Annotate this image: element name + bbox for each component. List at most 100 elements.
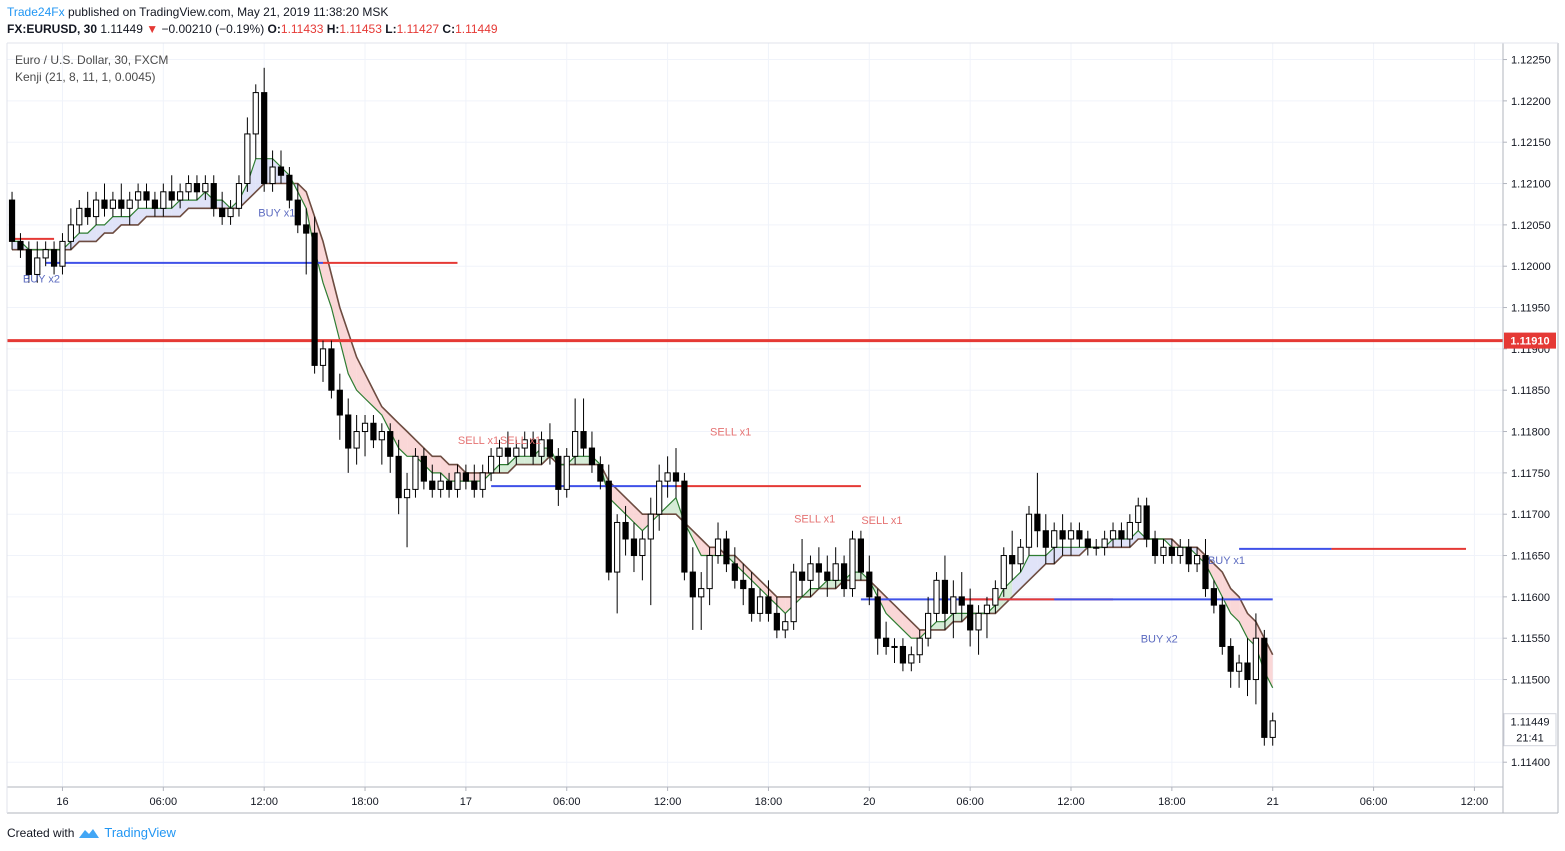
candle[interactable]	[202, 175, 209, 201]
candle[interactable]	[109, 191, 117, 217]
candle[interactable]	[622, 505, 629, 556]
candle[interactable]	[84, 191, 91, 225]
candle[interactable]	[563, 448, 570, 498]
candle[interactable]	[42, 241, 49, 267]
candle[interactable]	[1235, 654, 1243, 688]
candle[interactable]	[462, 464, 469, 490]
candle[interactable]	[261, 67, 268, 192]
candle[interactable]	[983, 596, 991, 639]
candle[interactable]	[790, 563, 797, 630]
candle[interactable]	[101, 183, 108, 217]
candle[interactable]	[185, 175, 192, 201]
candle[interactable]	[336, 373, 343, 440]
candle[interactable]	[471, 464, 478, 498]
candle[interactable]	[706, 547, 713, 606]
candle[interactable]	[698, 572, 705, 630]
candle[interactable]	[412, 448, 419, 498]
candle[interactable]	[219, 191, 226, 225]
candle[interactable]	[118, 183, 125, 217]
candles[interactable]	[8, 67, 1276, 746]
candle[interactable]	[555, 448, 562, 506]
candle[interactable]	[647, 497, 654, 606]
candle[interactable]	[361, 415, 369, 457]
candle[interactable]	[824, 555, 831, 597]
candle[interactable]	[1009, 530, 1016, 581]
candle[interactable]	[1244, 638, 1251, 697]
candle[interactable]	[1042, 514, 1049, 564]
candle[interactable]	[1101, 530, 1108, 556]
candle[interactable]	[1025, 505, 1033, 556]
candle[interactable]	[353, 415, 360, 465]
candle[interactable]	[328, 340, 335, 399]
candle[interactable]	[1135, 497, 1142, 531]
candle[interactable]	[235, 175, 243, 217]
candle[interactable]	[1168, 539, 1175, 564]
candle[interactable]	[546, 423, 554, 465]
candle[interactable]	[1143, 497, 1150, 548]
candle[interactable]	[1051, 522, 1058, 564]
candle[interactable]	[1126, 514, 1133, 548]
candle[interactable]	[664, 456, 671, 498]
candle[interactable]	[1067, 522, 1075, 556]
candle[interactable]	[294, 183, 301, 234]
candle[interactable]	[429, 464, 436, 498]
candle[interactable]	[143, 183, 150, 209]
candle[interactable]	[681, 472, 688, 581]
candle[interactable]	[908, 646, 915, 672]
candle[interactable]	[925, 596, 932, 647]
candle[interactable]	[773, 596, 780, 639]
candle[interactable]	[630, 522, 638, 573]
candle[interactable]	[614, 514, 621, 614]
candle[interactable]	[395, 439, 402, 515]
candle[interactable]	[832, 547, 839, 589]
candle[interactable]	[807, 555, 814, 597]
candle[interactable]	[8, 191, 16, 250]
candle[interactable]	[1000, 547, 1007, 597]
candle[interactable]	[1160, 539, 1167, 564]
candle[interactable]	[277, 150, 285, 184]
candle[interactable]	[723, 530, 730, 573]
candle[interactable]	[513, 439, 520, 465]
candle[interactable]	[656, 464, 663, 531]
candle[interactable]	[387, 423, 394, 473]
candle[interactable]	[1017, 539, 1024, 573]
candle[interactable]	[941, 555, 949, 630]
candle[interactable]	[1193, 547, 1201, 573]
candle[interactable]	[59, 233, 66, 275]
candle[interactable]	[916, 629, 923, 663]
candle[interactable]	[933, 572, 940, 622]
candle[interactable]	[740, 563, 747, 606]
candle[interactable]	[958, 572, 965, 622]
candle[interactable]	[975, 605, 982, 655]
candle[interactable]	[1118, 522, 1125, 548]
candle[interactable]	[672, 448, 680, 498]
candle[interactable]	[345, 398, 352, 473]
candle[interactable]	[269, 150, 276, 192]
candle[interactable]	[1261, 629, 1268, 746]
candle[interactable]	[967, 588, 974, 647]
candle[interactable]	[950, 580, 957, 639]
candle[interactable]	[67, 208, 74, 250]
candle[interactable]	[765, 580, 772, 622]
candle[interactable]	[1093, 539, 1100, 556]
candle[interactable]	[782, 613, 789, 639]
candle[interactable]	[504, 431, 512, 465]
candle[interactable]	[899, 638, 907, 672]
candle[interactable]	[530, 431, 537, 465]
candle[interactable]	[1252, 613, 1260, 705]
candle[interactable]	[521, 431, 528, 457]
candle[interactable]	[1059, 514, 1066, 556]
candle[interactable]	[639, 530, 646, 581]
candle[interactable]	[1210, 580, 1217, 614]
candle[interactable]	[496, 439, 503, 473]
candle[interactable]	[849, 530, 856, 597]
candle[interactable]	[1177, 539, 1184, 564]
candle[interactable]	[303, 208, 310, 275]
candle[interactable]	[370, 415, 377, 449]
candle[interactable]	[1076, 522, 1083, 548]
candle[interactable]	[798, 539, 806, 597]
candle[interactable]	[319, 340, 327, 382]
candle[interactable]	[756, 588, 764, 622]
candle[interactable]	[580, 398, 587, 457]
